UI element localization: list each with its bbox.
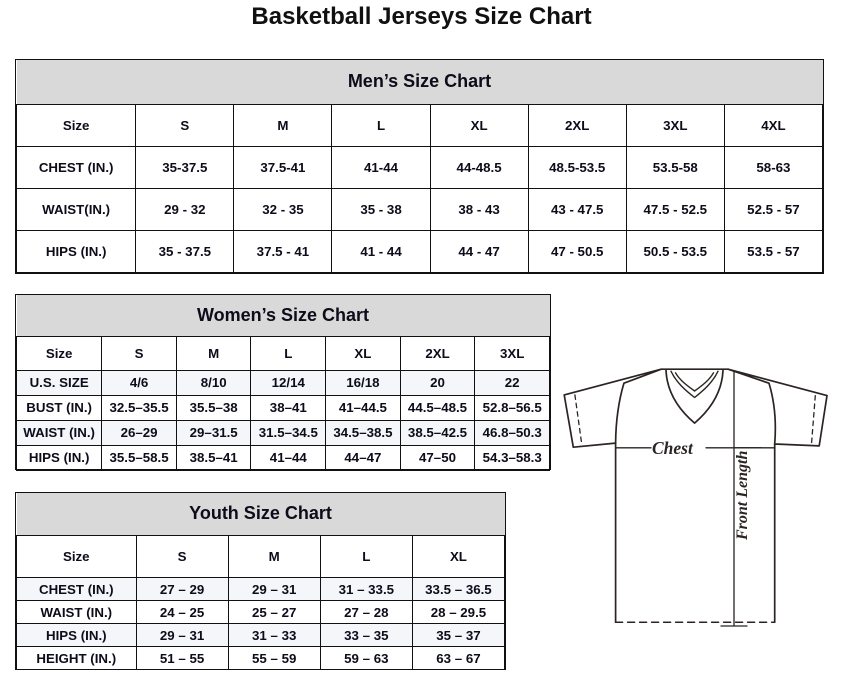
svg-text:Front Length: Front Length: [734, 451, 751, 541]
svg-text:Chest: Chest: [652, 438, 694, 458]
